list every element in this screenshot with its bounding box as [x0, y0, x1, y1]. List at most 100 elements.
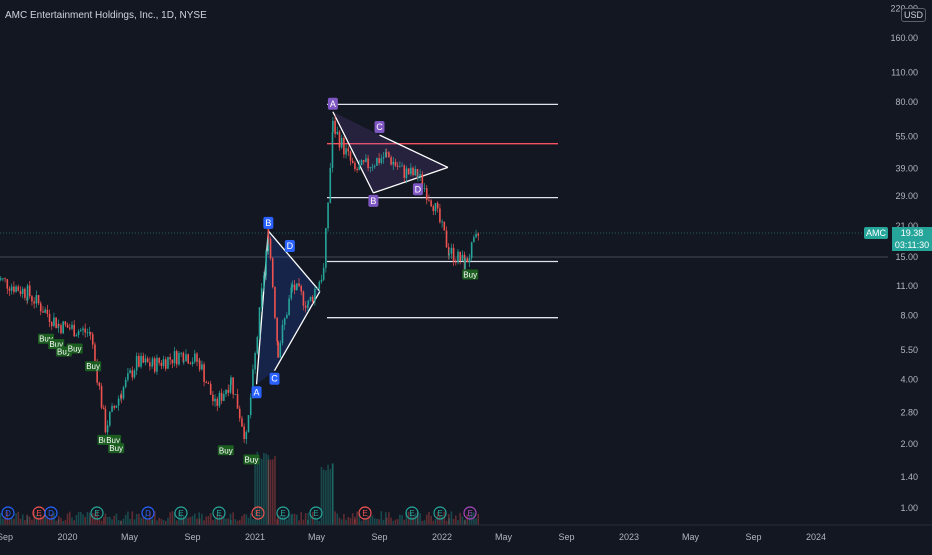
event-marker[interactable]	[309, 506, 323, 520]
event-marker[interactable]	[251, 506, 265, 520]
pattern-point-badge[interactable]	[251, 386, 262, 399]
candle-body	[369, 167, 372, 169]
event-marker[interactable]	[90, 506, 104, 520]
candle-body	[336, 131, 339, 134]
event-marker[interactable]	[405, 506, 419, 520]
volume-bar	[445, 520, 448, 525]
volume-bar	[367, 516, 369, 525]
volume-bar	[349, 518, 352, 525]
volume-bar	[79, 512, 82, 525]
y-axis-tick-label: 21.00	[895, 221, 918, 231]
volume-bar	[360, 520, 363, 525]
candle-body	[191, 361, 194, 364]
symbol-title[interactable]: AMC Entertainment Holdings, Inc., 1D, NY…	[5, 10, 207, 21]
candle-body	[187, 354, 190, 364]
candle-body	[31, 296, 33, 302]
event-marker[interactable]	[276, 506, 290, 520]
candle-body	[84, 328, 86, 333]
volume-bar	[102, 517, 105, 525]
candle-body	[249, 397, 252, 416]
candle-body	[403, 165, 406, 178]
y-axis-tick-label: 4.00	[900, 375, 918, 385]
currency-badge[interactable]: USD	[901, 8, 927, 22]
volume-bar	[151, 520, 153, 525]
volume-bar	[269, 459, 272, 525]
volume-bar	[265, 453, 267, 525]
candle-body	[151, 358, 154, 366]
candle-body	[73, 324, 75, 337]
pattern-point-badge[interactable]	[327, 97, 338, 110]
candle-body	[276, 317, 278, 342]
volume-bar	[382, 519, 385, 525]
blue-triangle-upper-line[interactable]	[267, 230, 321, 292]
candle-body	[470, 242, 473, 259]
event-marker[interactable]	[44, 506, 58, 520]
buy-signal-badge[interactable]	[105, 434, 122, 445]
candle-body	[334, 120, 336, 134]
pattern-point-badge[interactable]	[284, 240, 295, 253]
volume-bar	[277, 515, 279, 525]
event-marker[interactable]	[1, 506, 15, 520]
y-axis-tick-label: 15.00	[895, 252, 918, 262]
volume-bar	[356, 511, 358, 525]
volume-bar	[82, 514, 84, 525]
purple-triangle-start-line[interactable]	[332, 111, 374, 194]
buy-signal-badge[interactable]	[108, 443, 125, 454]
candle-body	[388, 152, 390, 158]
buy-signal-badge[interactable]	[66, 343, 83, 354]
volume-bar	[230, 520, 232, 525]
volume-bar	[109, 516, 111, 525]
y-axis-tick-label: 8.00	[900, 310, 918, 320]
volume-bar	[421, 520, 424, 525]
event-marker[interactable]	[358, 506, 372, 520]
candle-body	[410, 167, 412, 175]
candle-body	[380, 158, 383, 163]
candle-body	[258, 307, 261, 338]
volume-bar	[334, 511, 336, 525]
candle-body	[399, 166, 401, 168]
candle-body	[286, 314, 288, 319]
volume-bar	[412, 516, 414, 525]
event-marker[interactable]	[174, 506, 188, 520]
candle-body	[66, 324, 69, 328]
blue-triangle-lower-line[interactable]	[273, 291, 321, 372]
y-axis-tick-label: 1.00	[900, 503, 918, 513]
candle-body	[185, 354, 187, 362]
volume-bar	[162, 520, 165, 525]
volume-bar	[307, 512, 310, 525]
volume-bar	[234, 519, 237, 525]
y-axis-tick-label: 29.00	[895, 191, 918, 201]
pattern-point-badge[interactable]	[374, 121, 385, 134]
candle-body	[127, 373, 129, 380]
volume-bar	[296, 514, 298, 525]
volume-bar	[447, 514, 450, 525]
buy-signal-label: Buy	[463, 270, 477, 279]
pattern-point-badge[interactable]	[368, 194, 379, 207]
event-marker[interactable]	[141, 506, 155, 520]
pattern-point-badge[interactable]	[263, 216, 274, 229]
candle-body	[254, 353, 256, 370]
volume-bar	[428, 511, 430, 525]
purple-triangle-upper-line[interactable]	[373, 166, 449, 194]
purple-triangle-lower-line[interactable]	[379, 134, 449, 169]
volume-bar	[371, 515, 374, 525]
event-marker[interactable]	[212, 506, 226, 520]
pattern-point-badge[interactable]	[412, 183, 423, 196]
buy-signal-badge[interactable]	[85, 361, 102, 372]
volume-bar	[378, 519, 380, 525]
volume-bar	[89, 515, 92, 525]
volume-bar	[151, 518, 154, 525]
pattern-point-badge[interactable]	[269, 372, 280, 385]
event-marker[interactable]	[463, 506, 477, 520]
candle-body	[149, 362, 151, 367]
volume-bar	[201, 513, 203, 525]
candle-body	[77, 331, 80, 335]
buy-signal-badge[interactable]	[462, 269, 479, 280]
volume-bar	[138, 513, 140, 525]
buy-signal-badge[interactable]	[243, 454, 260, 465]
buy-signal-badge[interactable]	[217, 445, 234, 456]
event-marker[interactable]	[433, 506, 447, 520]
volume-bar	[183, 515, 185, 525]
